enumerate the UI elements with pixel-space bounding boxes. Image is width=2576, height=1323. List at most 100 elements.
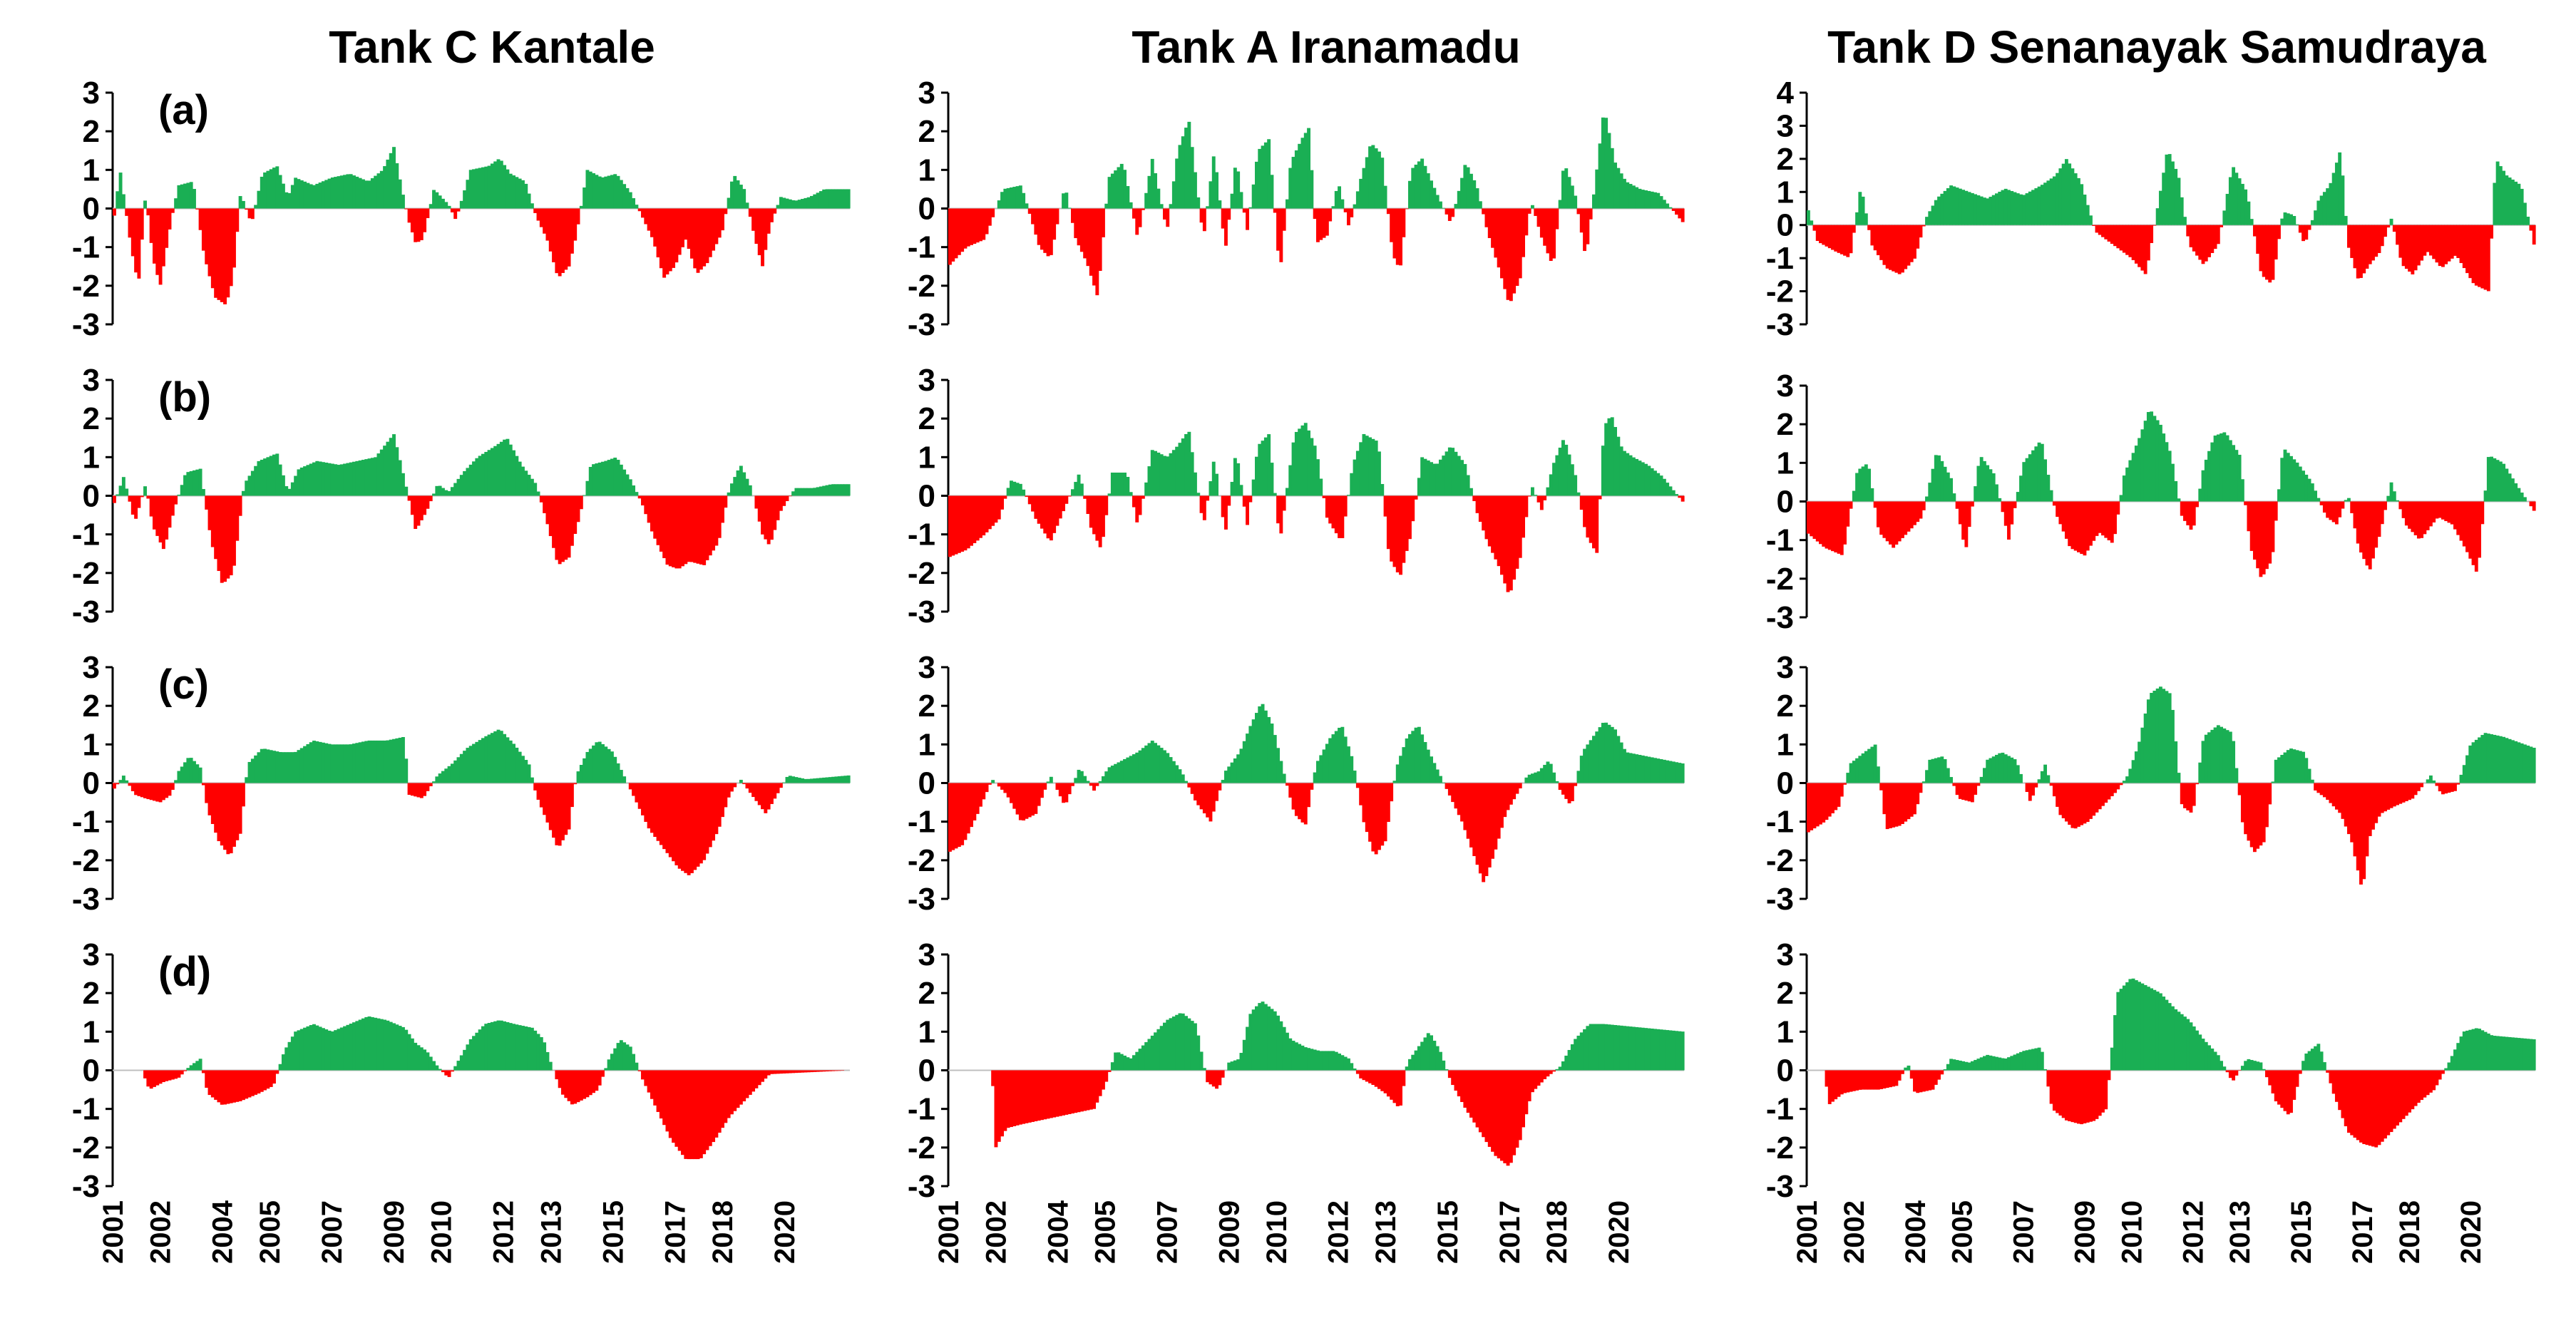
panel-c-senanayake-bar [2411, 783, 2415, 799]
panel-d-kantale-bar [558, 1070, 562, 1088]
panel-d-iranamadu-bar [1392, 1070, 1397, 1103]
panel-b-kantale-bar [558, 495, 562, 565]
panel-c-kantale-bar [813, 778, 817, 783]
panel-b-iranamadu-bar [957, 495, 961, 553]
panel-c-senanayake-bar [2031, 783, 2035, 796]
panel-a-kantale-bar [665, 208, 669, 275]
panel-d-iranamadu-bar [1359, 1070, 1363, 1079]
panel-d-senanayake-bar [1843, 1070, 1847, 1093]
panel-c-iranamadu-bar [1506, 783, 1510, 810]
panel-d-kantale-bar [607, 1059, 611, 1071]
panel-c-senanayake-bar [2383, 783, 2387, 812]
panel-c-kantale-bar [186, 758, 190, 783]
panel-c-iranamadu-bar [951, 783, 955, 850]
panel-d-iranamadu-bar [1267, 1006, 1271, 1071]
panel-c-kantale-bar [263, 748, 267, 783]
panel-a-kantale-bar [284, 192, 289, 209]
panel-a-senanayake-bar [2510, 179, 2515, 225]
panel-b-iranamadu-bar [1166, 456, 1170, 496]
panel-d-senanayake-bar [1916, 1070, 1920, 1093]
panel-a-senanayake-bar [2122, 225, 2126, 253]
panel-a-senanayake-bar [2192, 225, 2196, 252]
panel-c-senanayake-bar [2280, 755, 2284, 783]
panel-d-iranamadu-bar [1383, 1070, 1387, 1093]
panel-b-iranamadu-bar [1444, 451, 1449, 496]
panel-d-senanayake-bar [2098, 1070, 2102, 1116]
panel-a-kantale-bar [245, 208, 249, 210]
panel-a-senanayake-bar [2344, 215, 2348, 225]
panel-d-kantale-bar [235, 1070, 240, 1102]
panel-b-kantale-bar [736, 470, 740, 496]
panel-c-senanayake-bar [1964, 783, 1969, 801]
panel-c-senanayake-bar [2346, 783, 2351, 835]
panel-a-senanayake-bar [2162, 173, 2166, 225]
panel-d-iranamadu-bar [1092, 1070, 1096, 1109]
panel-b-senanayake-bar [1955, 501, 1959, 509]
panel-b-iranamadu-bar [951, 495, 955, 556]
panel-d-kantale-bar [809, 1070, 814, 1073]
panel-b-kantale-bar [548, 495, 553, 537]
panel-a-iranamadu-bar [1325, 208, 1329, 236]
panel-c-senanayake-bar [1843, 783, 1847, 785]
panel-d-senanayake-bar [1901, 1070, 1904, 1074]
panel-d-senanayake-bar [2383, 1070, 2387, 1139]
panel-a-iranamadu-bar [1230, 193, 1234, 209]
panel-b-iranamadu-bar [1031, 495, 1035, 512]
panel-d-senanayake-bar [2037, 1047, 2041, 1071]
panel-d-iranamadu-bar [1215, 1070, 1218, 1089]
panel-a-senanayake-bar [2413, 225, 2418, 271]
panel-b-kantale-bar [733, 477, 737, 496]
panel-b-senanayake-bar [2450, 501, 2454, 525]
panel-c-kantale-bar [797, 778, 801, 783]
panel-d-senanayake-bar [2350, 1070, 2354, 1136]
panel-c-kantale-bar [183, 762, 187, 783]
panel-b-iranamadu-bar [1472, 495, 1477, 501]
panel-c-senanayake-bar [2265, 783, 2269, 828]
panel-a-iranamadu-bar [1095, 208, 1099, 296]
panel-d-senanayake-bar [2326, 1070, 2330, 1073]
panel-a-senanayake-bar [1937, 196, 1941, 225]
panel-d-kantale-ytick-label: 1 [83, 1014, 100, 1049]
panel-d-iranamadu-bar [1221, 1070, 1225, 1078]
panel-c-kantale-bar [662, 783, 667, 850]
panel-a-kantale-bar [214, 208, 218, 298]
panel-c-kantale-bar [232, 783, 236, 847]
panel-c-kantale-bar [247, 761, 252, 783]
panel-b-senanayake-bar [1934, 455, 1938, 502]
panel-a-iranamadu-bar [1110, 173, 1114, 209]
panel-c-kantale-bar [297, 750, 301, 783]
panel-c-iranamadu-bar [1123, 758, 1127, 783]
panel-c-iranamadu-bar [997, 783, 1001, 787]
panel-a-kantale-bar [548, 208, 553, 252]
panel-c-kantale-bar [361, 741, 365, 783]
panel-a-iranamadu-bar [1662, 200, 1666, 209]
panel-d-iranamadu-bar [1010, 1070, 1013, 1128]
panel-d-senanayake-bar [2198, 1034, 2202, 1071]
panel-c-senanayake-bar [2277, 757, 2281, 783]
panel-b-iranamadu-bar [1362, 433, 1366, 496]
panel-a-senanayake-bar [2304, 225, 2309, 240]
panel-a-senanayake-bar [1843, 225, 1847, 256]
panel-c-senanayake-bar [1970, 783, 1974, 803]
panel-d-iranamadu-bar [1500, 1070, 1504, 1161]
panel-a-iranamadu-bar [1579, 208, 1584, 233]
panel-a-senanayake-bar [1849, 225, 1853, 254]
panel-a-senanayake-bar [2377, 225, 2381, 253]
panel-c-kantale-bar [158, 783, 163, 803]
panel-b-senanayake-bar [2028, 454, 2032, 502]
panel-b-kantale-bar [745, 478, 749, 496]
panel-a-iranamadu-bar [1267, 139, 1271, 209]
panel-b-kantale-bar [205, 495, 209, 510]
panel-a-iranamadu-bar [1626, 182, 1630, 209]
panel-d-kantale-bar [524, 1026, 528, 1071]
panel-c-senanayake-bar [2001, 752, 2005, 783]
panel-a-iranamadu-bar [975, 208, 980, 243]
panel-a-kantale-bar [201, 208, 205, 251]
panel-c-senanayake-bar [2131, 760, 2135, 783]
panel-a-iranamadu-bar [1494, 208, 1498, 258]
panel-c-senanayake-bar [1967, 783, 1971, 802]
panel-c-iranamadu-bar [1248, 726, 1253, 783]
panel-b-kantale-bar [416, 495, 421, 526]
panel-b-iranamadu-bar [1395, 495, 1400, 572]
